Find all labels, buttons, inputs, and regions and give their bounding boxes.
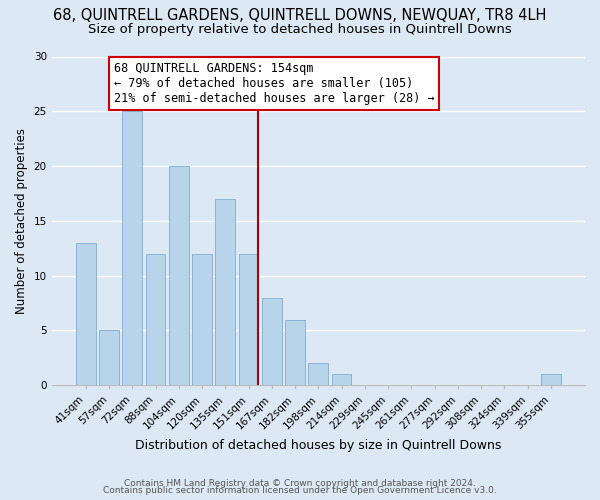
Bar [332,374,352,386]
Text: 68 QUINTRELL GARDENS: 154sqm
← 79% of detached houses are smaller (105)
21% of s: 68 QUINTRELL GARDENS: 154sqm ← 79% of de… [113,62,434,105]
Bar [308,364,328,386]
Bar [262,298,282,386]
Text: Size of property relative to detached houses in Quintrell Downs: Size of property relative to detached ho… [88,22,512,36]
Bar [146,254,166,386]
X-axis label: Distribution of detached houses by size in Quintrell Downs: Distribution of detached houses by size … [135,440,502,452]
Bar [99,330,119,386]
Bar [215,199,235,386]
Bar [285,320,305,386]
Bar [541,374,561,386]
Text: Contains HM Land Registry data © Crown copyright and database right 2024.: Contains HM Land Registry data © Crown c… [124,478,476,488]
Bar [192,254,212,386]
Bar [169,166,188,386]
Y-axis label: Number of detached properties: Number of detached properties [15,128,28,314]
Text: 68, QUINTRELL GARDENS, QUINTRELL DOWNS, NEWQUAY, TR8 4LH: 68, QUINTRELL GARDENS, QUINTRELL DOWNS, … [53,8,547,22]
Bar [76,243,95,386]
Bar [122,112,142,386]
Text: Contains public sector information licensed under the Open Government Licence v3: Contains public sector information licen… [103,486,497,495]
Bar [239,254,259,386]
